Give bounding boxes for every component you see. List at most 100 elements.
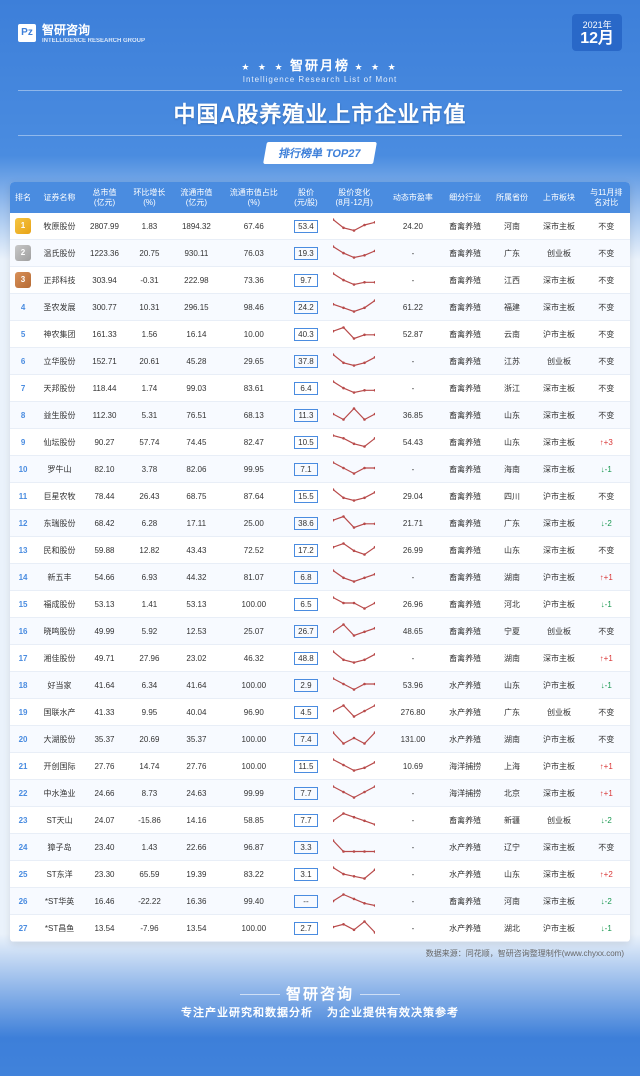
cell: 深市主板 bbox=[536, 834, 583, 861]
sparkline-icon bbox=[333, 299, 375, 313]
sparkline-icon bbox=[333, 407, 375, 421]
cell bbox=[324, 510, 384, 537]
cell bbox=[324, 591, 384, 618]
star-deco: ★ ★ ★ bbox=[354, 62, 398, 72]
cell: 湖南 bbox=[489, 726, 536, 753]
column-header: 与11月排名对比 bbox=[582, 182, 630, 213]
cell: 27.76 bbox=[83, 753, 126, 780]
footer-sub-b: 为企业提供有效决策参考 bbox=[327, 1007, 459, 1019]
sparkline-icon bbox=[333, 893, 375, 907]
cell: 8.73 bbox=[126, 780, 173, 807]
cell: 1.43 bbox=[126, 834, 173, 861]
cell: ST天山 bbox=[36, 807, 83, 834]
cell: 沪市主板 bbox=[536, 915, 583, 942]
cell: 118.44 bbox=[83, 375, 126, 402]
cell: 民和股份 bbox=[36, 537, 83, 564]
table-row: 15福成股份53.131.4153.13100.006.526.96畜禽养殖河北… bbox=[10, 591, 630, 618]
cell: 河南 bbox=[489, 213, 536, 240]
cell: 广东 bbox=[489, 699, 536, 726]
cell: 13.54 bbox=[173, 915, 220, 942]
cell: 96.87 bbox=[220, 834, 288, 861]
cell: 35.37 bbox=[83, 726, 126, 753]
cell: 2807.99 bbox=[83, 213, 126, 240]
cell: 10.5 bbox=[288, 429, 325, 456]
cell bbox=[324, 213, 384, 240]
cell: 100.00 bbox=[220, 726, 288, 753]
table-row: 21开创国际27.7614.7427.76100.0011.510.69海洋捕捞… bbox=[10, 753, 630, 780]
cell: ↓-2 bbox=[582, 807, 630, 834]
cell: 27.76 bbox=[173, 753, 220, 780]
cell: 25.07 bbox=[220, 618, 288, 645]
cell: 9.7 bbox=[288, 267, 325, 294]
cell: 水产养殖 bbox=[442, 726, 489, 753]
cell: 9.95 bbox=[126, 699, 173, 726]
cell: 22 bbox=[10, 780, 36, 807]
cell: 100.00 bbox=[220, 591, 288, 618]
cell: 61.22 bbox=[384, 294, 441, 321]
date-badge: 2021年 12月 bbox=[572, 14, 622, 51]
cell: 68.13 bbox=[220, 402, 288, 429]
cell: 浙江 bbox=[489, 375, 536, 402]
cell: 5 bbox=[10, 321, 36, 348]
cell: 19 bbox=[10, 699, 36, 726]
cell bbox=[324, 294, 384, 321]
cell: - bbox=[384, 240, 441, 267]
cell: - bbox=[384, 807, 441, 834]
table-row: 20大湖股份35.3720.6935.37100.007.4131.00水产养殖… bbox=[10, 726, 630, 753]
cell: 16 bbox=[10, 618, 36, 645]
cell: 23.40 bbox=[83, 834, 126, 861]
cell: 52.87 bbox=[384, 321, 441, 348]
table-row: 2温氏股份1223.3620.75930.1176.0319.3-畜禽养殖广东创… bbox=[10, 240, 630, 267]
cell: 不变 bbox=[582, 240, 630, 267]
sparkline-icon bbox=[333, 353, 375, 367]
cell: 畜禽养殖 bbox=[442, 807, 489, 834]
cell: ST东洋 bbox=[36, 861, 83, 888]
cell: 3.1 bbox=[288, 861, 325, 888]
cell: 53.13 bbox=[83, 591, 126, 618]
cell: 罗牛山 bbox=[36, 456, 83, 483]
cell: 3 bbox=[10, 267, 36, 294]
cell: 10.31 bbox=[126, 294, 173, 321]
cell: 畜禽养殖 bbox=[442, 240, 489, 267]
cell: 82.47 bbox=[220, 429, 288, 456]
cell: - bbox=[384, 915, 441, 942]
cell: 276.80 bbox=[384, 699, 441, 726]
cell: ↓-1 bbox=[582, 456, 630, 483]
cell: 畜禽养殖 bbox=[442, 456, 489, 483]
cell: -15.86 bbox=[126, 807, 173, 834]
cell: 20 bbox=[10, 726, 36, 753]
cell: 25.00 bbox=[220, 510, 288, 537]
cell: 35.37 bbox=[173, 726, 220, 753]
cell bbox=[324, 807, 384, 834]
cell: 38.6 bbox=[288, 510, 325, 537]
table-row: 18好当家41.646.3441.64100.002.953.96水产养殖山东沪… bbox=[10, 672, 630, 699]
cell: 湘佳股份 bbox=[36, 645, 83, 672]
cell: 37.8 bbox=[288, 348, 325, 375]
cell: 15 bbox=[10, 591, 36, 618]
cell: 300.77 bbox=[83, 294, 126, 321]
cell: 不变 bbox=[582, 294, 630, 321]
cell: 43.43 bbox=[173, 537, 220, 564]
cell: 6.4 bbox=[288, 375, 325, 402]
cell: 20.75 bbox=[126, 240, 173, 267]
sparkline-icon bbox=[333, 623, 375, 637]
cell bbox=[324, 564, 384, 591]
cell bbox=[324, 483, 384, 510]
column-header: 排名 bbox=[10, 182, 36, 213]
cell bbox=[324, 861, 384, 888]
cell: 沪市主板 bbox=[536, 726, 583, 753]
cell: 畜禽养殖 bbox=[442, 321, 489, 348]
cell: ↑+1 bbox=[582, 645, 630, 672]
column-header: 上市板块 bbox=[536, 182, 583, 213]
cell: 湖北 bbox=[489, 915, 536, 942]
cell: 1.41 bbox=[126, 591, 173, 618]
column-header: 流通市值(亿元) bbox=[173, 182, 220, 213]
cell: 26.96 bbox=[384, 591, 441, 618]
cell: -0.31 bbox=[126, 267, 173, 294]
cell: 76.51 bbox=[173, 402, 220, 429]
cell: 7 bbox=[10, 375, 36, 402]
table-row: 26*ST华英16.46-22.2216.3699.40---畜禽养殖河南深市主… bbox=[10, 888, 630, 915]
cell: 10 bbox=[10, 456, 36, 483]
cell bbox=[324, 915, 384, 942]
cell: 16.36 bbox=[173, 888, 220, 915]
